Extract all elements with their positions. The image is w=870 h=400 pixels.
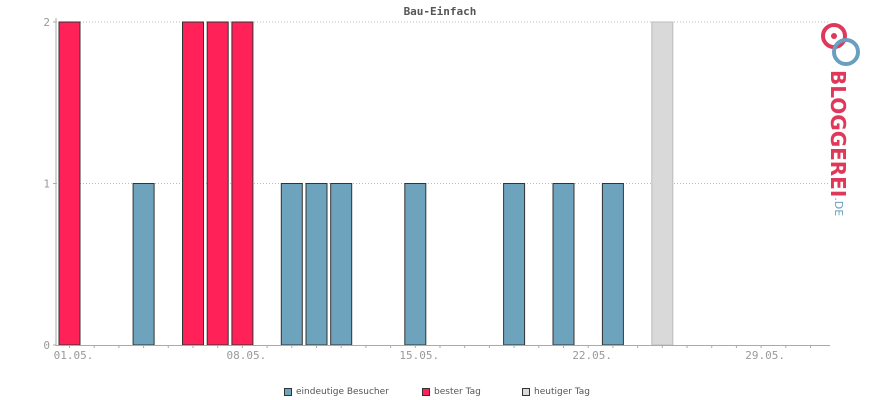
x-tick-label: 22.05. xyxy=(572,349,612,362)
x-tick-labels: 01.05. 08.05. 15.05. 22.05. 29.05. xyxy=(54,349,785,362)
bar-day-25 xyxy=(651,21,674,346)
logo-suffix: .DE xyxy=(832,197,845,217)
bar-day-10 xyxy=(280,183,303,346)
gridlines xyxy=(56,21,830,184)
bar-day-15 xyxy=(404,183,427,346)
legend-item-best: bester Tag xyxy=(422,386,481,398)
bar-day-8 xyxy=(231,21,254,346)
legend: eindeutige Besucher bester Tag heutiger … xyxy=(0,384,870,400)
bar-day-19 xyxy=(503,183,526,346)
bar-day-11 xyxy=(305,183,328,346)
bloggerei-logo xyxy=(812,18,868,218)
logo-word: BLOGGEREI xyxy=(826,70,850,198)
y-tick-label: 2 xyxy=(43,16,50,29)
axes xyxy=(53,18,830,348)
bar-day-4 xyxy=(132,183,155,346)
bar-day-23 xyxy=(601,183,624,346)
legend-label-best: bester Tag xyxy=(434,387,481,397)
x-tick-label: 15.05. xyxy=(399,349,439,362)
legend-label-unique: eindeutige Besucher xyxy=(296,387,389,397)
bloggerei-logo-icon xyxy=(821,23,860,66)
legend-item-unique: eindeutige Besucher xyxy=(284,386,389,398)
bar-day-1 xyxy=(58,21,81,346)
y-tick-label: 1 xyxy=(43,178,50,191)
x-tick-label: 29.05. xyxy=(745,349,785,362)
legend-swatch-today xyxy=(522,388,530,396)
bar-day-6 xyxy=(182,21,204,346)
bar-day-7 xyxy=(206,21,229,346)
bar-day-12 xyxy=(330,183,353,346)
legend-swatch-unique xyxy=(284,388,292,396)
bar-day-21 xyxy=(552,183,575,346)
x-tick-label: 01.05. xyxy=(54,349,94,362)
x-tick-label: 08.05. xyxy=(227,349,267,362)
legend-item-today: heutiger Tag xyxy=(522,386,590,398)
chart-title: Bau-Einfach xyxy=(404,5,477,18)
y-tick-label: 0 xyxy=(43,339,50,352)
legend-label-today: heutiger Tag xyxy=(534,387,591,397)
y-tick-labels: 0 1 2 xyxy=(43,16,50,352)
legend-swatch-best xyxy=(422,388,430,396)
bloggerei-logo-text: BLOGGEREI.DE xyxy=(810,70,850,220)
